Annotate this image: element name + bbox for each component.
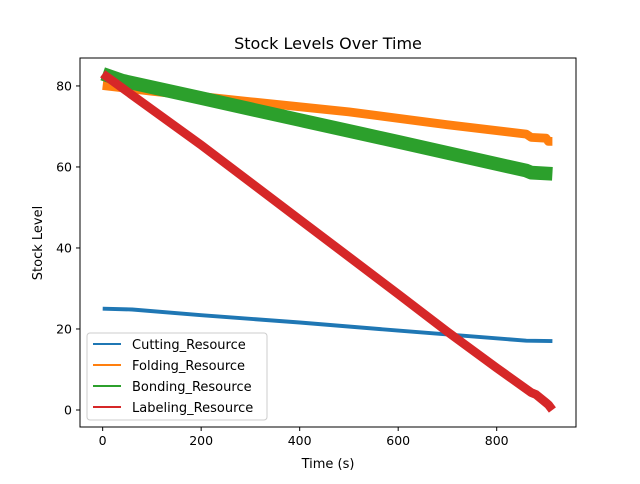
legend-label: Folding_Resource <box>132 359 245 374</box>
axes: 0 200 400 600 800 0 20 40 60 80 <box>56 57 577 448</box>
legend-label: Bonding_Resource <box>132 380 252 395</box>
legend-entry-bonding-resource: Bonding_Resource <box>93 380 252 395</box>
legend-entry-labeling-resource: Labeling_Resource <box>93 401 253 416</box>
legend-box <box>86 332 268 421</box>
series-line-cutting-resource <box>102 306 553 344</box>
legend-entry-cutting-resource: Cutting_Resource <box>93 338 246 353</box>
x-axis-label: Time (s) <box>301 457 355 472</box>
chart-title: Stock Levels Over Time <box>234 34 422 53</box>
x-tick-label: 600 <box>386 433 410 448</box>
y-axis-label: Stock Level <box>31 206 46 280</box>
legend-label: Labeling_Resource <box>132 401 253 416</box>
series-line-labeling-resource <box>100 70 556 413</box>
legend: Cutting_Resource Folding_Resource Bonding_… <box>86 332 268 421</box>
legend-label: Cutting_Resource <box>132 338 246 353</box>
y-tick-label: 20 <box>56 321 72 336</box>
series-line-bonding-resource <box>100 67 553 181</box>
x-tick-label: 0 <box>99 433 107 448</box>
axes-frame <box>79 57 577 428</box>
x-tick-label: 800 <box>485 433 509 448</box>
plot-area <box>100 67 556 413</box>
y-tick-label: 60 <box>56 159 72 174</box>
y-tick-label: 80 <box>56 78 72 93</box>
y-tick-label: 0 <box>64 402 72 417</box>
x-tick-label: 200 <box>189 433 213 448</box>
legend-entry-folding-resource: Folding_Resource <box>93 359 245 374</box>
x-tick-label: 400 <box>288 433 312 448</box>
y-tick-label: 40 <box>56 240 72 255</box>
